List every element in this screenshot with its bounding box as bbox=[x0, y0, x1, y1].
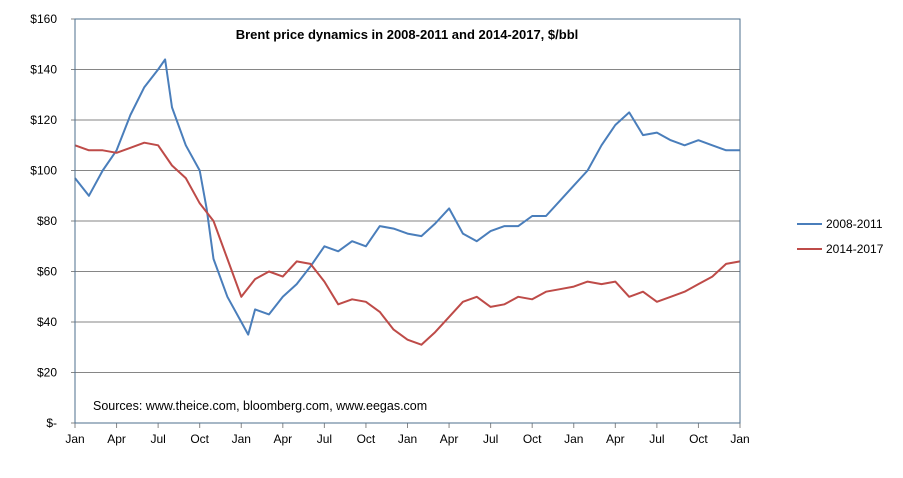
x-tick-label: Apr bbox=[440, 432, 459, 446]
sources-annotation: Sources: www.theice.com, bloomberg.com, … bbox=[93, 399, 427, 413]
y-tick-label: $100 bbox=[30, 164, 57, 178]
y-tick-label: $120 bbox=[30, 113, 57, 127]
x-tick-label: Jan bbox=[730, 432, 749, 446]
x-tick-label: Oct bbox=[190, 432, 209, 446]
x-tick-label: Jan bbox=[398, 432, 417, 446]
series-line-2014-2017 bbox=[74, 141, 741, 346]
x-tick-label: Jan bbox=[564, 432, 583, 446]
x-tick-label: Jul bbox=[483, 432, 498, 446]
gridlines bbox=[75, 69, 740, 373]
chart-title: Brent price dynamics in 2008-2011 and 20… bbox=[236, 27, 579, 42]
x-tick-label: Jan bbox=[232, 432, 251, 446]
y-tick-label: $80 bbox=[37, 214, 57, 228]
y-tick-label: $40 bbox=[37, 315, 57, 329]
y-tick-label: $160 bbox=[30, 12, 57, 26]
y-tick-label: $140 bbox=[30, 63, 57, 77]
series-lines bbox=[74, 58, 741, 346]
x-axis-ticks: Jan Apr Jul Oct Jan Apr Jul Oct Jan Apr Jul Oct Jan A… bbox=[65, 423, 750, 446]
x-tick-label: Jan bbox=[65, 432, 84, 446]
legend-label: 2008-2011 bbox=[826, 217, 883, 231]
series-line-2008-2011 bbox=[74, 58, 740, 336]
x-tick-label: Jul bbox=[649, 432, 664, 446]
y-axis-ticks: $- $20 $40 $60 $80 $100 $120 $140 $160 bbox=[30, 12, 75, 430]
x-tick-label: Jul bbox=[150, 432, 165, 446]
plot-frame bbox=[74, 18, 741, 424]
x-tick-label: Apr bbox=[107, 432, 126, 446]
legend-label: 2014-2017 bbox=[826, 242, 884, 256]
y-tick-label: $20 bbox=[37, 366, 57, 380]
y-tick-label: $60 bbox=[37, 265, 57, 279]
x-tick-label: Jul bbox=[317, 432, 332, 446]
x-tick-label: Oct bbox=[523, 432, 542, 446]
x-tick-label: Oct bbox=[357, 432, 376, 446]
x-tick-label: Apr bbox=[606, 432, 625, 446]
y-tick-label: $- bbox=[46, 416, 57, 430]
x-tick-label: Apr bbox=[273, 432, 292, 446]
legend: 2008-2011 2014-2017 bbox=[797, 217, 884, 256]
x-tick-label: Oct bbox=[689, 432, 708, 446]
